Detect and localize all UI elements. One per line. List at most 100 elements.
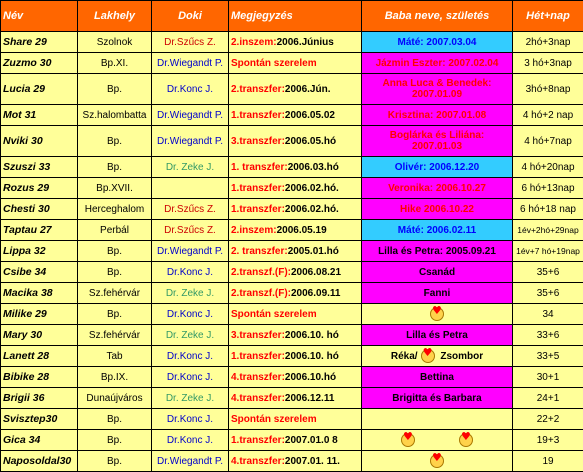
baba-text: Lilla és Petra: 2005.09.21 (378, 246, 496, 257)
cell-megjegyzes: 1.transzfer:2006.10. hó (229, 346, 362, 367)
cell-baba: Bettina (362, 367, 513, 388)
megjegyzes-value: 2006.02.hó. (285, 204, 339, 215)
megjegyzes-value: 2005.01.hó (288, 246, 339, 257)
cell-het-nap: 1év+7 hó+19nap (513, 241, 583, 262)
cell-nev: Csibe 34 (1, 262, 78, 283)
cell-lakhely: Szolnok (78, 32, 152, 53)
cell-het-nap: 30+1 (513, 367, 583, 388)
cell-doki: Dr.Wiegandt P. (152, 451, 229, 472)
cell-baba: Fanni (362, 283, 513, 304)
cell-megjegyzes: 2. transzfer:2005.01.hó (229, 241, 362, 262)
header-row: Név Lakhely Doki Megjegyzés Baba neve, s… (1, 1, 583, 32)
baba-name-2: Zsombor (438, 351, 484, 362)
cell-nev: Lippa 32 (1, 241, 78, 262)
baba-text: Bettina (420, 372, 454, 383)
megjegyzes-label: 2.transzf.(F): (231, 267, 291, 278)
baba-text: Fanni (424, 288, 451, 299)
cell-lakhely: Bp. (78, 74, 152, 105)
cell-doki: Dr. Zeke J. (152, 388, 229, 409)
cell-baba: Boglárka és Liliána: 2007.01.03 (362, 126, 513, 157)
cell-baba: Hike 2006.10.22 (362, 199, 513, 220)
baba-text: Anna Luca & Benedek: 2007.01.09 (383, 78, 492, 100)
cell-lakhely: Tab (78, 346, 152, 367)
cell-megjegyzes: Spontán szerelem (229, 409, 362, 430)
megjegyzes-label: Spontán szerelem (231, 309, 317, 320)
cell-het-nap: 22+2 (513, 409, 583, 430)
cell-nev: Zuzmo 30 (1, 53, 78, 74)
megjegyzes-label: 4.transzfer: (231, 372, 285, 383)
megjegyzes-value: 2006.03.hó (288, 162, 339, 173)
cell-doki: Dr.Wiegandt P. (152, 53, 229, 74)
cell-megjegyzes: 3.transzfer:2006.05.hó (229, 126, 362, 157)
cell-baba: Brigitta és Barbara (362, 388, 513, 409)
megjegyzes-label: 1.transzfer: (231, 204, 285, 215)
cell-lakhely: Sz.halombatta (78, 105, 152, 126)
baba-text: Lilla és Petra (406, 330, 468, 341)
cell-doki: Dr. Zeke J. (152, 283, 229, 304)
megjegyzes-label: Spontán szerelem (231, 414, 317, 425)
cell-megjegyzes: 4.transzfer:2006.12.11 (229, 388, 362, 409)
cell-het-nap: 3 hó+3nap (513, 53, 583, 74)
megjegyzes-value: 2006.10.hó (285, 372, 336, 383)
cell-doki: Dr.Konc J. (152, 367, 229, 388)
cell-baba (362, 451, 513, 472)
cell-lakhely: Bp. (78, 157, 152, 178)
cell-het-nap: 4 hó+7nap (513, 126, 583, 157)
cell-lakhely: Bp. (78, 304, 152, 325)
megjegyzes-value: 2006.10. hó (285, 351, 339, 362)
cell-het-nap: 4 hó+20nap (513, 157, 583, 178)
megjegyzes-label: 2.inszem: (231, 37, 277, 48)
cell-doki: Dr.Szűcs Z. (152, 199, 229, 220)
cell-lakhely: Bp.XI. (78, 53, 152, 74)
cell-lakhely: Sz.fehérvár (78, 283, 152, 304)
col-header-baba: Baba neve, születés (362, 1, 513, 32)
cell-baba (362, 409, 513, 430)
cell-nev: Mot 31 (1, 105, 78, 126)
cell-nev: Naposoldal30 (1, 451, 78, 472)
cell-nev: Chesti 30 (1, 199, 78, 220)
megjegyzes-label: 1.transzfer: (231, 351, 285, 362)
cell-megjegyzes: 4.transzfer:2007.01. 11. (229, 451, 362, 472)
cell-doki: Dr.Szűcs Z. (152, 220, 229, 241)
cell-doki: Dr. Zeke J. (152, 325, 229, 346)
cell-lakhely: Bp. (78, 430, 152, 451)
cell-lakhely: Bp.IX. (78, 367, 152, 388)
megjegyzes-value: 2007.01. 11. (285, 456, 340, 467)
megjegyzes-value: 2006.10. hó (285, 330, 339, 341)
cell-het-nap: 33+6 (513, 325, 583, 346)
cell-doki: Dr. Zeke J. (152, 157, 229, 178)
cell-doki (152, 178, 229, 199)
megjegyzes-label: 1.transzfer: (231, 435, 285, 446)
col-header-doki: Doki (152, 1, 229, 32)
cell-nev: Mary 30 (1, 325, 78, 346)
cell-doki: Dr.Wiegandt P. (152, 126, 229, 157)
cell-lakhely: Perbál (78, 220, 152, 241)
heart-icon (430, 307, 444, 321)
cell-nev: Taptau 27 (1, 220, 78, 241)
cell-het-nap: 33+5 (513, 346, 583, 367)
cell-lakhely: Bp.XVII. (78, 178, 152, 199)
heart-icon (421, 349, 435, 363)
cell-doki: Dr.Konc J. (152, 430, 229, 451)
cell-lakhely: Bp. (78, 126, 152, 157)
megjegyzes-label: 3.transzfer: (231, 330, 285, 341)
cell-baba: Olivér: 2006.12.20 (362, 157, 513, 178)
megjegyzes-value: 2006.05.19 (277, 225, 327, 236)
megjegyzes-value: 2006.Június (277, 37, 334, 48)
megjegyzes-value: 2006.09.11 (291, 288, 341, 299)
megjegyzes-label: Spontán szerelem (231, 58, 317, 69)
cell-baba (362, 304, 513, 325)
megjegyzes-label: 4.transzfer: (231, 393, 285, 404)
baba-text: Jázmin Eszter: 2007.02.04 (376, 58, 499, 69)
cell-megjegyzes: 2.transzf.(F):2006.08.21 (229, 262, 362, 283)
cell-het-nap: 19+3 (513, 430, 583, 451)
col-header-nev: Név (1, 1, 78, 32)
